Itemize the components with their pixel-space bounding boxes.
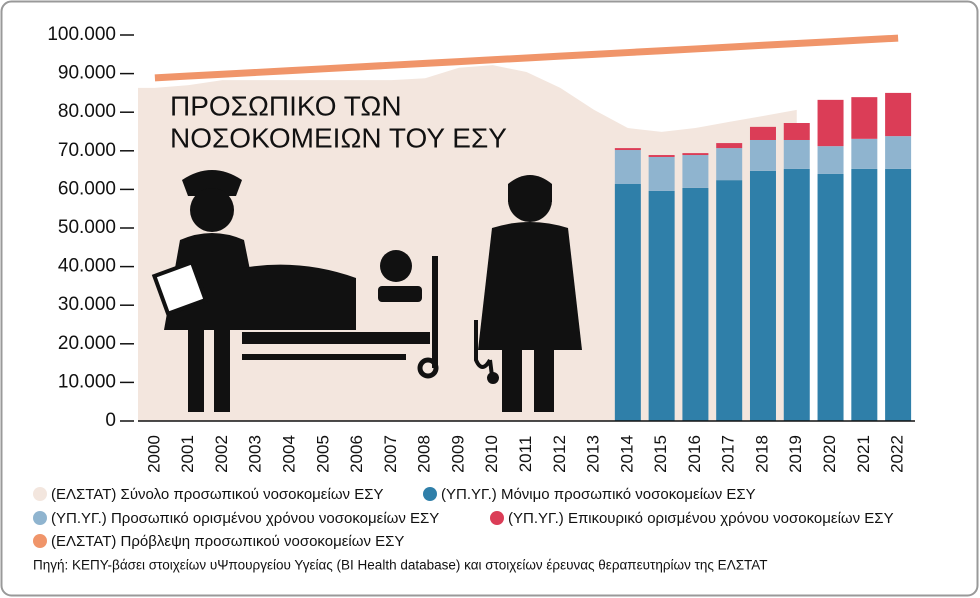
x-tick-label: 2016 (685, 435, 704, 473)
x-tick-label: 2021 (854, 435, 873, 473)
bar (817, 173, 844, 421)
bar (749, 139, 776, 171)
y-tick-label: 40.000 (58, 256, 116, 277)
illustration (151, 170, 582, 412)
bar (749, 126, 776, 140)
y-tick-label: 80.000 (58, 101, 116, 122)
y-tick-label: 60.000 (58, 178, 116, 199)
x-tick-label: 2017 (719, 435, 738, 473)
y-tick-label: 100.000 (47, 24, 116, 45)
x-tick-label: 2008 (415, 435, 434, 473)
legend-marker (423, 487, 437, 501)
bar (648, 156, 675, 191)
chart-title: ΠΡΟΣΩΠΙΚΟ ΤΩΝ (170, 90, 402, 121)
x-tick-label: 2013 (584, 435, 603, 473)
y-tick-label: 10.000 (58, 371, 116, 392)
x-tick-label: 2001 (178, 435, 197, 473)
x-tick-label: 2010 (482, 435, 501, 473)
y-tick-label: 90.000 (58, 63, 116, 84)
legend-label: (ΥΠ.ΥΓ.) Επικουρικό ορισμένου χρόνου νοσ… (508, 510, 894, 527)
x-tick-label: 2022 (888, 435, 907, 473)
bar (817, 146, 844, 174)
x-tick-label: 2000 (144, 435, 163, 473)
bar (716, 180, 743, 421)
bar (783, 123, 810, 140)
x-tick-label: 2002 (212, 435, 231, 473)
bar (614, 150, 641, 184)
line (154, 34, 899, 82)
bar (783, 168, 810, 421)
y-tick-label: 0 (105, 410, 116, 431)
x-tick-label: 2003 (246, 435, 265, 473)
x-tick-label: 2012 (550, 435, 569, 473)
x-tick-label: 2018 (752, 435, 771, 473)
legend-label: (ΕΛΣΤΑΤ) Πρόβλεψη προσωπικού νοσοκομείων… (51, 533, 404, 550)
bar (885, 136, 912, 169)
legend-marker (33, 511, 47, 525)
x-tick-label: 2011 (516, 436, 535, 473)
bar (614, 148, 641, 151)
x-tick-label: 2019 (786, 435, 805, 473)
y-tick-label: 70.000 (58, 140, 116, 161)
legend-marker (33, 487, 47, 501)
bar (851, 138, 878, 169)
chart-title: ΝΟΣΟΚΟΜΕΙΩΝ ΤΟΥ ΕΣΥ (170, 122, 507, 153)
x-tick-label: 2006 (347, 435, 366, 473)
bar (716, 143, 743, 149)
legend-marker (33, 534, 47, 548)
legend-marker (490, 511, 504, 525)
bar (851, 168, 878, 421)
bar (648, 155, 675, 157)
bar (682, 155, 709, 188)
bar (885, 168, 912, 421)
bar (648, 190, 675, 421)
x-tick-label: 2004 (280, 435, 299, 473)
legend-label: (ΥΠ.ΥΓ.) Μόνιμο προσωπικό νοσοκομείων ΕΣ… (441, 486, 756, 503)
x-tick-label: 2014 (617, 435, 636, 473)
bar (885, 92, 912, 137)
bar (783, 139, 810, 169)
legend-label: (ΕΛΣΤΑΤ) Σύνολο προσωπικού νοσοκομείων Ε… (51, 486, 384, 503)
y-tick-label: 20.000 (58, 333, 116, 354)
x-tick-label: 2007 (381, 435, 400, 473)
x-tick-label: 2009 (448, 435, 467, 473)
bar (749, 170, 776, 421)
bar (851, 97, 878, 139)
legend-label: (ΥΠ.ΥΓ.) Προσωπικό ορισμένου χρόνου νοσο… (51, 510, 439, 527)
bar (716, 148, 743, 181)
source-note: Πηγή: ΚΕΠΥ-βάσει στοιχείων υΨπουργείου Υ… (33, 558, 768, 573)
x-tick-label: 2020 (820, 435, 839, 473)
bar (614, 183, 641, 421)
bar (682, 153, 709, 156)
bar (682, 187, 709, 421)
x-tick-label: 2005 (313, 435, 332, 473)
bar (817, 99, 844, 147)
x-tick-label: 2015 (651, 435, 670, 473)
y-tick-label: 30.000 (58, 294, 116, 315)
y-tick-label: 50.000 (58, 217, 116, 238)
